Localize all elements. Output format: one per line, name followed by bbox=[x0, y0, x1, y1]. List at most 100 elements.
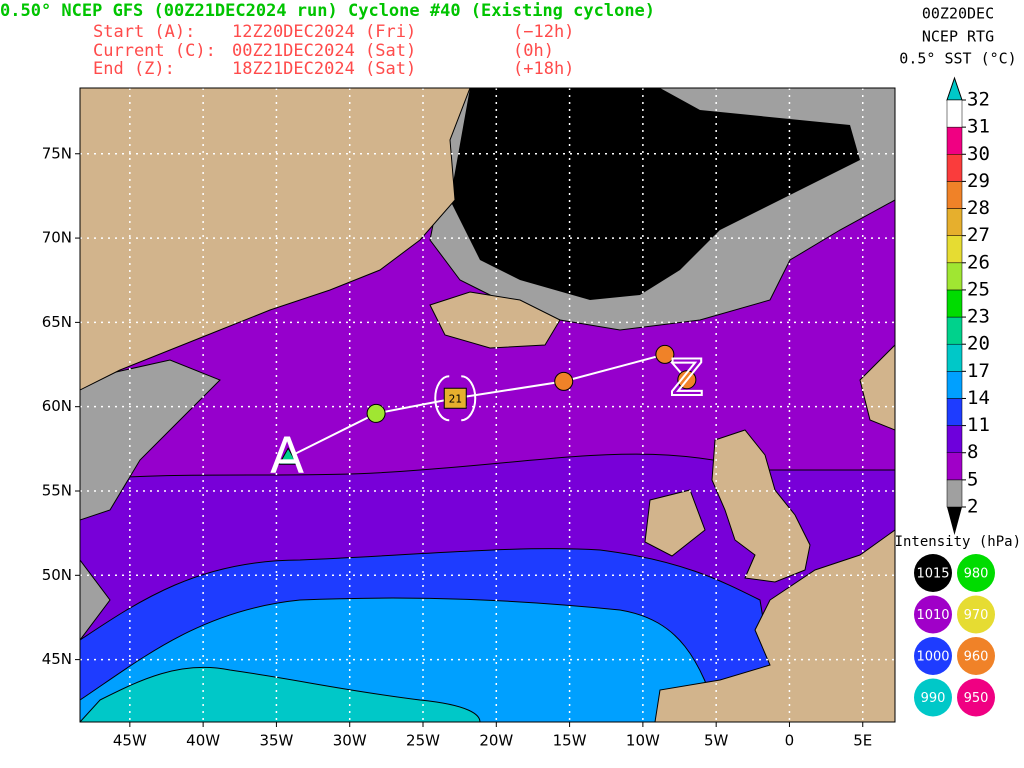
y-tick-label: 60N bbox=[42, 397, 72, 415]
current-time: 00Z21DEC2024 (Sat) bbox=[232, 41, 416, 61]
y-tick-label: 45N bbox=[42, 650, 72, 668]
x-tick-label: 20W bbox=[479, 732, 513, 750]
intensity-swatch bbox=[914, 678, 952, 717]
colorbar-label: 11 bbox=[967, 414, 990, 436]
colorbar-segment bbox=[946, 425, 963, 453]
sst-date: 00Z20DEC bbox=[922, 5, 994, 23]
colorbar-segment bbox=[946, 452, 963, 481]
intensity-label: 1000 bbox=[916, 650, 949, 665]
track-point bbox=[443, 387, 467, 409]
colorbar-segment bbox=[946, 262, 963, 291]
sst-zone bbox=[80, 666, 481, 722]
colorbar-label: 30 bbox=[967, 143, 990, 165]
colorbar-segment bbox=[946, 289, 963, 318]
colorbar-label: 26 bbox=[967, 251, 990, 273]
track-point bbox=[366, 403, 386, 423]
current-label: 21 bbox=[449, 392, 462, 405]
start-offset: (−12h) bbox=[513, 22, 574, 42]
colorbar-arrow bbox=[946, 76, 963, 101]
ice bbox=[80, 559, 111, 641]
current-offset: (0h) bbox=[513, 41, 554, 61]
colorbar-label: 29 bbox=[967, 170, 990, 192]
end-time: 18Z21DEC2024 (Sat) bbox=[232, 59, 416, 79]
map-frame bbox=[79, 87, 896, 723]
colorbar-segment bbox=[946, 99, 963, 128]
current-symbol bbox=[434, 375, 477, 422]
start-time: 12Z20DEC2024 (Fri) bbox=[232, 22, 416, 42]
colorbar-segment bbox=[946, 398, 963, 426]
colorbar-label: 32 bbox=[967, 89, 990, 111]
colorbar-segment bbox=[946, 371, 963, 399]
intensity-label: 990 bbox=[921, 691, 946, 706]
track-point bbox=[655, 344, 675, 364]
title: 0.50° NCEP GFS (00Z21DEC2024 run) Cyclon… bbox=[0, 1, 655, 21]
y-tick-label: 75N bbox=[42, 144, 72, 162]
sst-source: NCEP RTG bbox=[922, 28, 994, 46]
colorbar-label: 28 bbox=[967, 197, 990, 219]
sst-title: 0.5° SST (°C) bbox=[899, 50, 1016, 68]
colorbar-label: 14 bbox=[967, 387, 990, 409]
x-tick-label: 5W bbox=[704, 732, 729, 750]
colorbar-segment bbox=[946, 479, 963, 508]
colorbar-segment bbox=[946, 343, 963, 372]
end-letter: Z bbox=[670, 349, 704, 407]
x-tick-label: 0 bbox=[785, 732, 795, 750]
colorbar-label: 27 bbox=[967, 224, 990, 246]
colorbar-arrow bbox=[947, 507, 962, 535]
map bbox=[80, 88, 895, 722]
greenland bbox=[80, 88, 471, 391]
start-label: Start (A): bbox=[93, 22, 195, 42]
x-tick-label: 5E bbox=[853, 732, 872, 750]
colorbar-label: 23 bbox=[967, 306, 990, 328]
intensity-swatch bbox=[957, 637, 995, 675]
y-tick-label: 50N bbox=[42, 566, 72, 584]
colorbar-label: 31 bbox=[967, 116, 990, 138]
colorbar-label: 20 bbox=[967, 333, 990, 355]
intensity-label: 1010 bbox=[916, 608, 949, 623]
colorbar-label: 2 bbox=[967, 496, 978, 518]
great-britain bbox=[711, 429, 811, 583]
intensity-swatch bbox=[914, 554, 952, 592]
x-tick-label: 25W bbox=[406, 732, 440, 750]
x-tick-label: 35W bbox=[259, 732, 293, 750]
colorbar-label: 5 bbox=[967, 468, 978, 490]
end-offset: (+18h) bbox=[513, 59, 574, 79]
current-label: Current (C): bbox=[93, 41, 216, 61]
start-letter: A bbox=[270, 427, 304, 485]
sea-ice bbox=[450, 88, 860, 300]
intensity-label: 960 bbox=[964, 650, 989, 665]
europe bbox=[654, 529, 895, 722]
x-tick-label: 30W bbox=[333, 732, 367, 750]
intensity-swatch bbox=[914, 595, 952, 634]
intensity-label: 970 bbox=[964, 608, 989, 623]
intensity-swatch bbox=[957, 554, 995, 592]
colorbar-segment bbox=[946, 181, 963, 209]
y-tick-label: 65N bbox=[42, 313, 72, 331]
intensity-swatch bbox=[957, 678, 995, 717]
intensity-swatch bbox=[957, 595, 995, 634]
track-point bbox=[677, 370, 697, 390]
colorbar-segment bbox=[946, 126, 963, 155]
track-point bbox=[554, 371, 574, 391]
colorbar-segment bbox=[946, 235, 963, 264]
colorbar-label: 8 bbox=[967, 441, 978, 463]
intensity-swatch bbox=[914, 637, 952, 675]
intensity-label: 950 bbox=[964, 691, 989, 706]
intensity-label: 980 bbox=[964, 567, 989, 582]
iceland bbox=[429, 291, 561, 349]
colorbar-label: 25 bbox=[967, 278, 990, 300]
colorbar-label: 17 bbox=[967, 360, 990, 382]
norway bbox=[859, 344, 895, 431]
end-label: End (Z): bbox=[93, 59, 175, 79]
colorbar-segment bbox=[946, 154, 963, 182]
x-tick-label: 45W bbox=[113, 732, 147, 750]
x-tick-label: 40W bbox=[186, 732, 220, 750]
intensity-label: 1015 bbox=[916, 567, 949, 582]
track-point bbox=[278, 447, 299, 465]
intensity-title: Intensity (hPa): bbox=[895, 534, 1024, 550]
ice bbox=[80, 359, 221, 521]
x-tick-label: 15W bbox=[553, 732, 587, 750]
x-tick-label: 10W bbox=[626, 732, 660, 750]
y-tick-label: 70N bbox=[42, 229, 72, 247]
